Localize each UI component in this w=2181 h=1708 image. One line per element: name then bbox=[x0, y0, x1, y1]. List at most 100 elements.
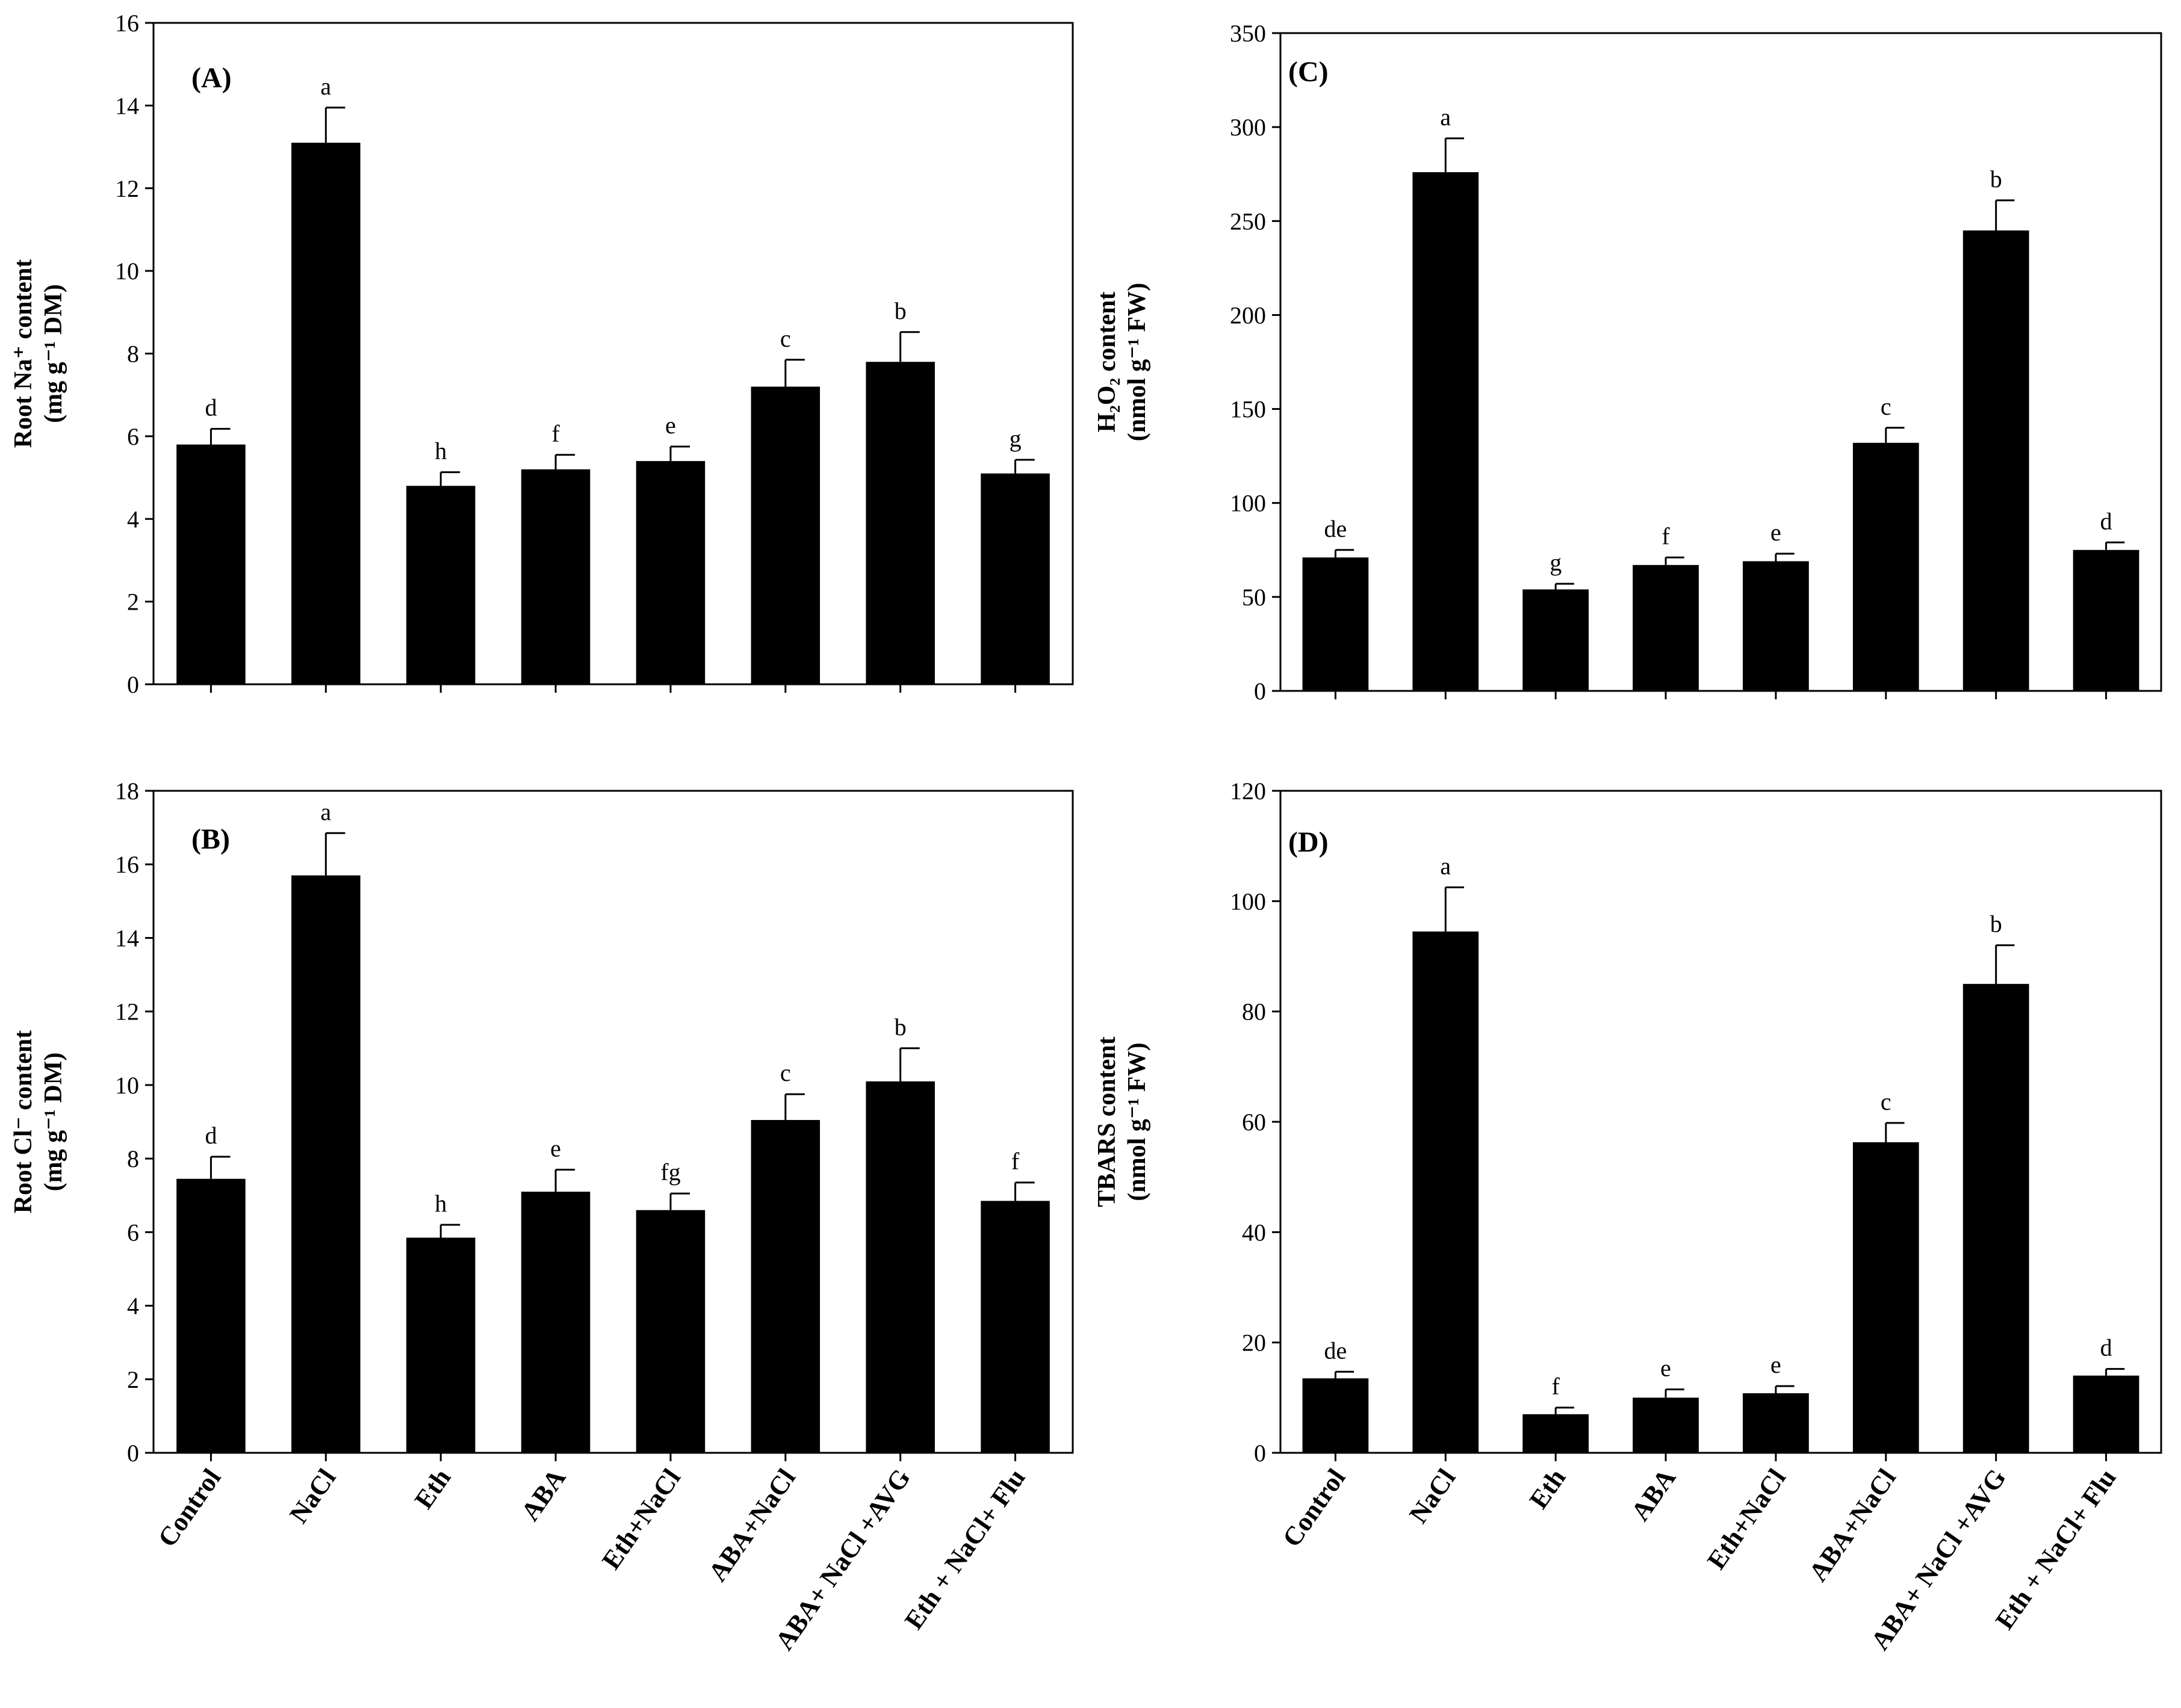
significance-letter: g bbox=[1010, 425, 1022, 452]
bar bbox=[1522, 589, 1589, 691]
y-tick-label: 2 bbox=[127, 1366, 139, 1393]
significance-letter: d bbox=[2100, 507, 2112, 534]
y-tick-label: 120 bbox=[1230, 778, 1266, 805]
bar bbox=[291, 143, 361, 685]
significance-letter: a bbox=[1440, 852, 1451, 879]
significance-letter: a bbox=[1440, 104, 1451, 131]
bar bbox=[866, 1081, 935, 1453]
bar bbox=[176, 1178, 246, 1453]
y-tick-label: 6 bbox=[127, 423, 139, 450]
panel-b: 0 2 4 6 8 10 12 14 16 18 d Control a NaCl h Eth e ABA fg Et… bbox=[10, 778, 1074, 1655]
bar bbox=[981, 1201, 1050, 1453]
y-tick-label: 8 bbox=[127, 1145, 139, 1172]
significance-letter: e bbox=[1770, 1351, 1781, 1378]
y-tick-label: 250 bbox=[1230, 208, 1266, 235]
y-tick-label: 300 bbox=[1230, 114, 1266, 141]
bar bbox=[1302, 557, 1369, 691]
significance-letter: a bbox=[320, 798, 331, 825]
bar bbox=[291, 875, 361, 1453]
significance-letter: fg bbox=[660, 1159, 680, 1186]
y-tick-label: 80 bbox=[1242, 998, 1266, 1026]
significance-letter: h bbox=[435, 1190, 447, 1217]
bar bbox=[636, 461, 706, 684]
significance-letter: f bbox=[551, 420, 560, 447]
x-category-label: Eth + NaCl+ Flu bbox=[899, 1464, 1031, 1635]
y-axis-unit-label: (mg g⁻¹ DM) bbox=[40, 1053, 67, 1192]
y-tick-label: 40 bbox=[1242, 1219, 1266, 1246]
bar bbox=[1412, 172, 1479, 691]
y-tick-label: 8 bbox=[127, 341, 139, 368]
y-tick-label: 4 bbox=[127, 506, 139, 533]
y-tick-label: 20 bbox=[1242, 1329, 1266, 1357]
y-tick-label: 12 bbox=[115, 998, 139, 1026]
y-tick-label: 100 bbox=[1230, 490, 1266, 517]
significance-letter: h bbox=[435, 438, 447, 465]
bar bbox=[1743, 561, 1809, 691]
significance-letter: de bbox=[1324, 515, 1347, 542]
x-category-label: Eth+NaCl bbox=[1701, 1464, 1792, 1575]
y-tick-label: 12 bbox=[115, 175, 139, 202]
significance-letter: g bbox=[1550, 549, 1562, 576]
significance-letter: d bbox=[2100, 1334, 2112, 1361]
bar bbox=[176, 444, 246, 684]
bar bbox=[1962, 983, 2029, 1453]
bar bbox=[1633, 1397, 1699, 1453]
y-axis-label: Root Na⁺ content bbox=[10, 259, 37, 448]
y-tick-label: 10 bbox=[115, 1072, 139, 1099]
significance-letter: e bbox=[665, 412, 676, 439]
y-axis-unit-label: (nmol g⁻¹ FW) bbox=[1123, 283, 1151, 441]
bar bbox=[1412, 931, 1479, 1453]
bar bbox=[406, 1237, 476, 1453]
bar bbox=[1302, 1378, 1369, 1453]
significance-letter: d bbox=[205, 394, 217, 421]
y-tick-label: 14 bbox=[115, 92, 139, 119]
significance-letter: c bbox=[1881, 393, 1891, 420]
bar bbox=[406, 486, 476, 684]
y-tick-label: 14 bbox=[115, 924, 139, 951]
x-category-label: NaCl bbox=[284, 1464, 341, 1529]
bar bbox=[521, 1192, 591, 1453]
panel-c: 0 50 100 150 200 250 300 350 de a g f e c b d (C) H₂O₂ co… bbox=[1093, 20, 2162, 705]
bar bbox=[2073, 549, 2139, 691]
significance-letter: d bbox=[205, 1122, 217, 1149]
significance-letter: c bbox=[1881, 1088, 1891, 1115]
bar bbox=[751, 386, 821, 684]
y-axis-unit-label: (mg g⁻¹ DM) bbox=[40, 284, 67, 423]
panel-d: 0 20 40 60 80 100 120 de Control a NaCl f Eth e ABA e Et… bbox=[1093, 778, 2162, 1655]
significance-letter: f bbox=[1011, 1148, 1020, 1175]
significance-letter: f bbox=[1552, 1373, 1560, 1400]
significance-letter: b bbox=[1990, 166, 2002, 193]
x-category-label: Eth + NaCl+ Flu bbox=[1990, 1464, 2122, 1635]
x-category-label: Control bbox=[152, 1464, 227, 1553]
bar bbox=[1522, 1414, 1589, 1453]
bar bbox=[636, 1210, 706, 1453]
significance-letter: de bbox=[1324, 1337, 1347, 1364]
y-tick-label: 0 bbox=[127, 1440, 139, 1467]
significance-letter: b bbox=[895, 1013, 907, 1041]
significance-letter: e bbox=[1660, 1355, 1671, 1382]
bar bbox=[521, 469, 591, 684]
x-category-label: ABA bbox=[1625, 1463, 1682, 1526]
significance-letter: e bbox=[550, 1134, 561, 1162]
x-category-label: Control bbox=[1277, 1464, 1351, 1553]
bar bbox=[1743, 1393, 1809, 1453]
y-tick-label: 0 bbox=[1254, 678, 1266, 705]
panel-tag: (B) bbox=[191, 823, 230, 855]
x-category-label: ABA+NaCl bbox=[703, 1464, 801, 1587]
y-tick-label: 2 bbox=[127, 589, 139, 616]
bar bbox=[981, 473, 1050, 684]
significance-letter: e bbox=[1770, 519, 1781, 546]
y-tick-label: 4 bbox=[127, 1293, 139, 1320]
y-tick-label: 16 bbox=[115, 851, 139, 878]
y-axis-label: H₂O₂ content bbox=[1093, 291, 1121, 432]
y-axis-label: TBARS content bbox=[1093, 1036, 1121, 1207]
y-tick-label: 350 bbox=[1230, 20, 1266, 47]
y-tick-label: 150 bbox=[1230, 396, 1266, 423]
y-tick-label: 60 bbox=[1242, 1109, 1266, 1136]
x-category-label: Eth bbox=[409, 1464, 456, 1514]
plot-frame bbox=[152, 790, 1074, 1454]
y-axis-label: Root Cl⁻ content bbox=[10, 1030, 37, 1213]
bar bbox=[1852, 442, 1919, 691]
x-category-label: Eth+NaCl bbox=[596, 1464, 686, 1575]
plot-frame bbox=[1279, 32, 2162, 692]
